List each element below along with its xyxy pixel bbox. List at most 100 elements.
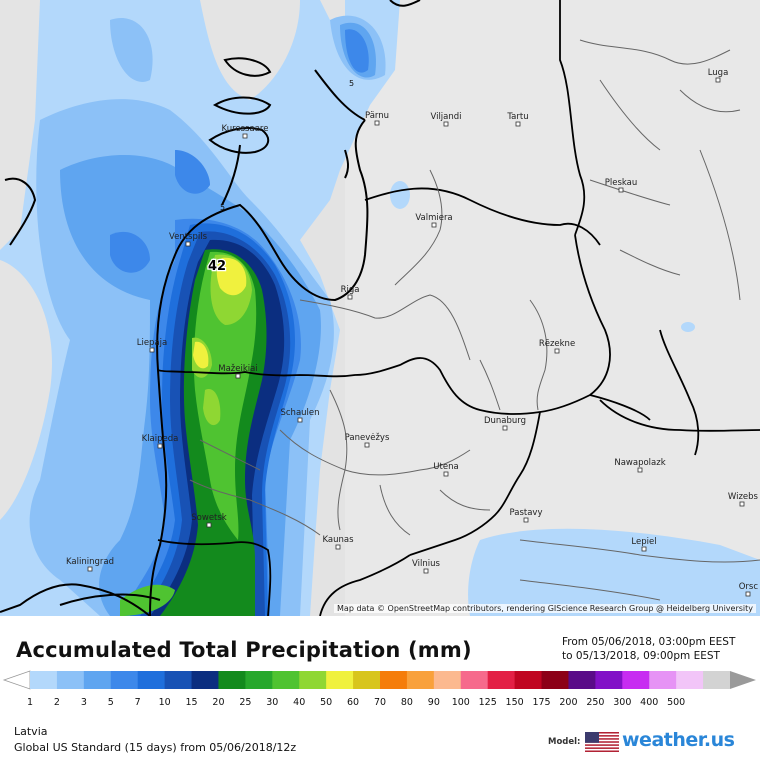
- brand-logo[interactable]: weather.us: [622, 729, 735, 751]
- city-label: Klaipeda: [142, 434, 179, 444]
- city-label: Orsc: [739, 582, 759, 592]
- city-marker[interactable]: Luga: [708, 68, 729, 83]
- city-label: Wizebs: [728, 492, 759, 502]
- city-marker[interactable]: Kuressaare: [222, 124, 269, 139]
- regional-borders: [189, 39, 760, 601]
- legend-swatch: [460, 671, 489, 689]
- city-label: Lepiel: [631, 537, 656, 547]
- contour-label-north: 5: [349, 79, 354, 88]
- city-label: Utena: [433, 462, 458, 472]
- city-marker[interactable]: Ventspils: [169, 232, 208, 247]
- city-label: Ventspils: [169, 232, 208, 242]
- legend-swatch: [595, 671, 623, 689]
- precip-layer-40mm: [193, 257, 247, 369]
- legend-tick-label: 10: [159, 697, 171, 708]
- city-marker[interactable]: Vilnius: [412, 559, 441, 574]
- legend-swatch: [487, 671, 516, 689]
- legend-tick-label: 100: [452, 697, 470, 708]
- map-attribution: Map data © OpenStreetMap contributors, r…: [334, 604, 756, 613]
- city-marker[interactable]: Viljandi: [430, 112, 462, 127]
- legend-low-arrow: [2, 670, 31, 690]
- legend-tick-label: 500: [667, 697, 685, 708]
- legend-tick-label: 2: [54, 697, 60, 708]
- city-marker[interactable]: Sowetsk: [191, 513, 227, 528]
- legend-tick-label: 30: [266, 697, 278, 708]
- city-dot: [423, 568, 429, 574]
- city-dot: [374, 120, 380, 126]
- precipitation-map[interactable]: 5 5 Kuressaare Pärnu Viljandi Tartu Luga Ples…: [0, 0, 760, 616]
- legend-swatch: [137, 671, 166, 689]
- city-dot: [242, 133, 248, 139]
- region-label: Latvia: [14, 725, 48, 738]
- legend-swatch: [568, 671, 596, 689]
- legend-swatch: [56, 671, 85, 689]
- city-label: Pastavy: [510, 508, 543, 518]
- city-marker[interactable]: Pastavy: [510, 508, 543, 523]
- city-marker[interactable]: Wizebs: [728, 492, 759, 507]
- city-dot: [149, 347, 155, 353]
- city-dot: [335, 544, 341, 550]
- city-marker[interactable]: Liepaja: [137, 338, 168, 353]
- city-dot: [515, 121, 521, 127]
- city-dot: [745, 591, 751, 597]
- city-label: Panevėžys: [345, 433, 390, 443]
- city-marker[interactable]: Pleskau: [605, 178, 638, 193]
- city-marker[interactable]: Tartu: [506, 112, 529, 127]
- legend-swatch: [326, 671, 354, 689]
- city-dot: [641, 546, 647, 552]
- city-label: Pärnu: [365, 111, 389, 121]
- city-label: Viljandi: [430, 112, 461, 122]
- legend-swatch: [353, 671, 381, 689]
- city-marker[interactable]: Riga: [341, 285, 360, 300]
- city-dot: [364, 442, 370, 448]
- city-marker[interactable]: Dunaburg: [484, 416, 526, 431]
- legend-tick-labels: 1 2 3 5 7 10 15 20 25 30 40 50 60 70 80 90 100 125 150 175 2…: [27, 697, 685, 708]
- city-label: Luga: [708, 68, 729, 78]
- city-marker[interactable]: Utena: [433, 462, 459, 477]
- chart-title: Accumulated Total Precipitation (mm): [16, 638, 472, 662]
- legend-swatch: [110, 671, 139, 689]
- city-label: Schaulen: [280, 408, 319, 418]
- legend-swatch: [541, 671, 569, 689]
- city-marker[interactable]: Lepiel: [631, 537, 657, 552]
- city-marker[interactable]: Schaulen: [280, 408, 320, 423]
- city-marker[interactable]: Pärnu: [365, 111, 389, 126]
- city-marker[interactable]: Valmiera: [415, 213, 453, 228]
- legend-tick-label: 7: [135, 697, 141, 708]
- legend-tick-label: 300: [613, 697, 631, 708]
- city-label: Dunaburg: [484, 416, 526, 426]
- city-label: Kaunas: [322, 535, 354, 545]
- legend-tick-label: 15: [185, 697, 197, 708]
- color-legend: 1 2 3 5 7 10 15 20 25 30 40 50 60 70 80 90 100 125 150 175 2…: [2, 670, 756, 708]
- city-marker[interactable]: Kaliningrad: [66, 557, 114, 572]
- legend-swatch: [245, 671, 273, 689]
- legend-tick-label: 400: [640, 697, 658, 708]
- legend-swatch: [703, 671, 731, 689]
- city-marker[interactable]: Rēzekne: [539, 339, 575, 354]
- city-marker[interactable]: Panevėžys: [345, 433, 390, 448]
- legend-swatch: [30, 671, 58, 689]
- city-dot: [739, 501, 745, 507]
- legend-swatch: [299, 671, 327, 689]
- city-label: Vilnius: [412, 559, 440, 569]
- city-marker[interactable]: Mažeikiai: [218, 364, 258, 379]
- city-marker[interactable]: Kaunas: [322, 535, 354, 550]
- city-marker[interactable]: Klaipeda: [142, 434, 179, 449]
- legend-tick-label: 5: [108, 697, 114, 708]
- legend-tick-label: 80: [401, 697, 413, 708]
- city-dot: [235, 373, 241, 379]
- contour-label-west: 5: [220, 203, 225, 212]
- city-marker[interactable]: Orsc: [739, 582, 759, 597]
- legend-tick-label: 40: [293, 697, 305, 708]
- city-label: Tartu: [506, 112, 528, 122]
- city-dot: [297, 417, 303, 423]
- precip-layer-25mm: [120, 251, 257, 616]
- city-label: Riga: [341, 285, 360, 295]
- legend-swatch: [406, 671, 435, 689]
- legend-tick-label: 200: [559, 697, 577, 708]
- city-label: Mažeikiai: [218, 364, 257, 374]
- city-dot: [157, 443, 163, 449]
- legend-swatch: [433, 671, 462, 689]
- legend-high-arrow: [730, 671, 756, 689]
- city-marker[interactable]: Nawapolazk: [614, 458, 666, 473]
